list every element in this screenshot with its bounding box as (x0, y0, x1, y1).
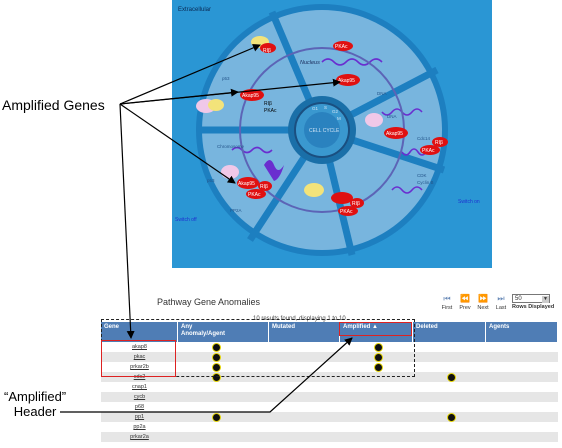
prev-page-icon: ⏪ (460, 294, 470, 303)
dna-label-2: DNA (387, 114, 397, 119)
gene-link[interactable]: cycb (133, 394, 146, 400)
pka-complex-2: Akap95 (336, 74, 360, 86)
first-page-icon: ⏮ (443, 294, 451, 303)
pka-complex-5: Akap95 RIβ PKAc (237, 160, 284, 199)
cyclin-b-label: Cyclin B (417, 180, 434, 185)
amplified-header-callout-line1: “Amplified” (4, 389, 67, 404)
phase-g1-label: G1 (312, 106, 319, 111)
pka-ri-label-1: RIβ (263, 48, 271, 54)
any-indicator-icon (212, 413, 221, 422)
phase-m-label: M (337, 116, 341, 121)
amplified-indicator-icon (374, 353, 383, 362)
cdk-label: CDK (417, 173, 427, 178)
pka-pkac-label-1: PKAc (335, 44, 348, 50)
rows-displayed-select[interactable]: 50 ▼ (512, 294, 550, 303)
phase-s-label: S (324, 105, 327, 110)
pka-ri-label-6: RIβ (352, 201, 360, 207)
switch-off-label: Switch off (175, 217, 197, 223)
last-page-button[interactable]: ⏭ Last (490, 294, 512, 314)
pka-akap-label-2: Akap95 (338, 78, 355, 84)
pka-ri-label-4: RIβ (435, 140, 443, 146)
next-page-button[interactable]: ⏩ Next (472, 294, 494, 314)
pka-complex-4: Akap95 RIβ PKAc (384, 127, 448, 155)
pka-akap-label-5: Akap95 (238, 181, 255, 187)
pka-pkac-label-3: PKAc (264, 108, 277, 114)
cell-cycle-pathway-diagram: Extracellular Nucleus CELL CYCLE G1 S G2… (172, 0, 492, 268)
gene-link[interactable]: prkar2a (130, 434, 149, 440)
column-header-amplified[interactable]: Amplified ▲ (340, 322, 413, 342)
pka-complex-6: RIβ PKAc (331, 192, 364, 216)
column-header-amplified-label: Amplified ▲ (343, 324, 378, 330)
pp2a-label: PP2A (230, 208, 242, 213)
pka-ri-label-3: RIβ (264, 101, 272, 107)
p53-label: p53 (222, 76, 230, 81)
dna-label: DNA (377, 91, 387, 96)
gene-link[interactable]: pp2a (133, 424, 146, 430)
deleted-indicator-icon (447, 373, 456, 382)
column-header-deleted[interactable]: Deleted (413, 322, 486, 342)
rows-displayed-label: Rows Displayed (512, 304, 555, 310)
chromosome-label: Chromosome (217, 144, 245, 149)
amplified-genes-highlight (101, 340, 176, 377)
extracellular-label: Extracellular (178, 7, 211, 13)
column-header-mutated-label: Mutated (272, 324, 295, 330)
table-row: cycb (101, 392, 558, 402)
amplified-indicator-icon (374, 343, 383, 352)
gene-link[interactable]: p68 (134, 404, 145, 410)
pka-ri-label-5: RIβ (260, 184, 268, 190)
amplified-header-callout-line2: Header (13, 404, 57, 419)
cell-cycle-label: CELL CYCLE (309, 128, 340, 134)
last-page-label: Last (495, 305, 507, 311)
rows-displayed-value: 50 (515, 296, 522, 302)
arrow-to-gene-list (119, 103, 135, 339)
gene-link[interactable]: cnap1 (132, 384, 147, 390)
column-header-any-label-2: Anomaly/Agent (181, 331, 226, 337)
table-row: p68 (101, 402, 558, 412)
phase-g2-label: G2 (332, 109, 339, 114)
last-page-icon: ⏭ (497, 294, 505, 303)
pka-akap-label-3: Akap95 (242, 93, 259, 99)
pka-pkac-label-4: PKAc (422, 148, 435, 154)
first-page-button[interactable]: ⏮ First (436, 294, 458, 314)
pka-pkac-label-5: PKAc (248, 192, 261, 198)
nucleus-label: Nucleus (300, 60, 320, 66)
pagination-controls: ⏮ First ⏪ Prev ⏩ Next ⏭ Last 50 ▼ Rows D… (436, 294, 558, 316)
amplified-genes-callout: Amplified Genes (2, 97, 105, 113)
next-page-label: Next (477, 305, 489, 311)
amplified-header-highlight (339, 322, 412, 336)
prev-page-button[interactable]: ⏪ Prev (454, 294, 476, 314)
p53-label-2: p53 (207, 178, 215, 183)
amplified-indicator-icon (374, 363, 383, 372)
deleted-indicator-icon (447, 413, 456, 422)
chevron-down-icon: ▼ (542, 296, 549, 303)
pathway-gene-anomalies-title: Pathway Gene Anomalies (157, 297, 261, 307)
column-header-gene-label: Gene (104, 324, 120, 330)
pka-complex-1: RIβ PKAc (260, 41, 353, 54)
rows-displayed-control: 50 ▼ Rows Displayed (512, 294, 556, 314)
table-row: pp1 (101, 412, 558, 422)
table-row: prkar2a (101, 432, 558, 442)
first-page-label: First (441, 305, 453, 311)
pka-akap-label-4: Akap95 (386, 131, 403, 137)
column-header-any-anomaly[interactable]: Any Anomaly/Agent (178, 322, 269, 342)
next-page-icon: ⏩ (478, 294, 488, 303)
gene-link[interactable]: pp1 (134, 414, 145, 420)
prev-page-label: Prev (459, 305, 471, 311)
column-header-agents-label: Agents (489, 324, 510, 330)
switch-on-label: Switch on (458, 199, 480, 205)
column-header-any-label-1: Any (181, 324, 193, 330)
table-row: cnap1 (101, 382, 558, 392)
table-row: pp2a (101, 422, 558, 432)
column-header-agents[interactable]: Agents (486, 322, 558, 342)
column-header-deleted-label: Deleted (416, 324, 438, 330)
cdc14-label: Cdc14 (417, 136, 431, 141)
pka-pkac-label-6: PKAc (340, 209, 353, 215)
amplified-header-callout: “Amplified” Header (4, 389, 66, 419)
